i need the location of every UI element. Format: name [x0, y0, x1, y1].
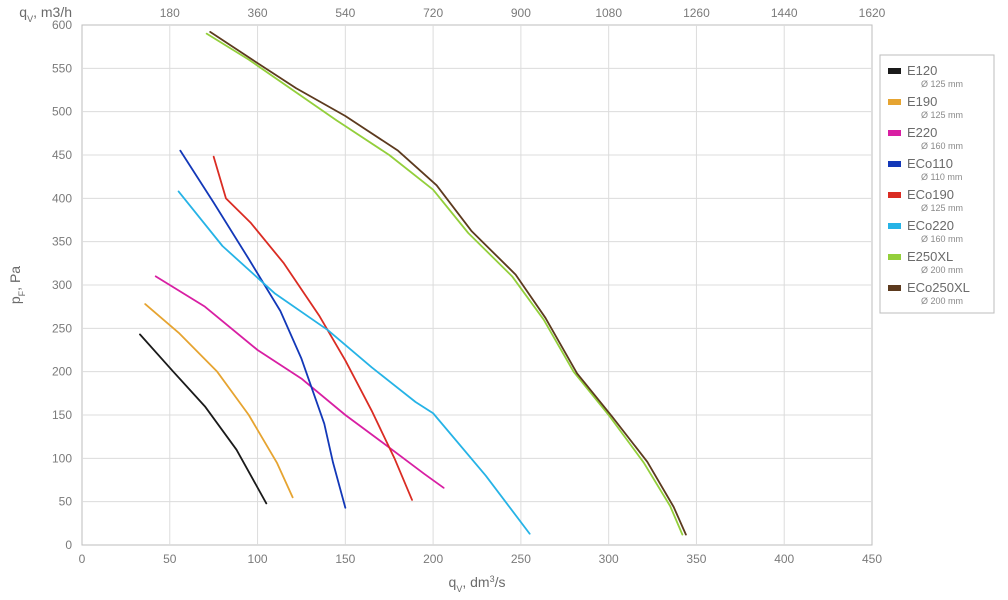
legend-label: E190: [907, 94, 937, 109]
legend-sublabel: Ø 160 mm: [921, 141, 963, 151]
x-top-tick-label: 1080: [595, 6, 622, 20]
legend-sublabel: Ø 110 mm: [921, 172, 962, 182]
legend-sublabel: Ø 125 mm: [921, 110, 963, 120]
legend-swatch: [888, 68, 901, 74]
legend-sublabel: Ø 125 mm: [921, 79, 963, 89]
x-top-tick-label: 1260: [683, 6, 710, 20]
y-tick-label: 100: [52, 451, 72, 465]
legend-swatch: [888, 285, 901, 291]
x-top-tick-label: 180: [160, 6, 180, 20]
legend-sublabel: Ø 200 mm: [921, 265, 963, 275]
legend-sublabel: Ø 200 mm: [921, 296, 963, 306]
legend-swatch: [888, 254, 901, 260]
legend-swatch: [888, 130, 901, 136]
series-line-e250xl: [207, 34, 683, 535]
legend-label: ECo110: [907, 156, 953, 171]
x-top-tick-label: 1440: [771, 6, 798, 20]
x-top-tick-label: 540: [335, 6, 355, 20]
x-top-tick-label: 900: [511, 6, 531, 20]
chart-svg: 0 50 100 150 200 250 300 350 400 450 180 360 540 720 9…: [0, 0, 1008, 600]
y-tick-label: 200: [52, 365, 72, 379]
y-tick-label: 400: [52, 191, 72, 205]
x-bottom-tick-label: 350: [686, 552, 706, 566]
legend-swatch: [888, 161, 901, 167]
legend-swatch: [888, 99, 901, 105]
y-tick-label: 0: [65, 538, 72, 552]
legend-label: ECo220: [907, 218, 954, 233]
x-bottom-tick-label: 100: [248, 552, 268, 566]
y-tick-label: 600: [52, 18, 72, 32]
legend-label: ECo250XL: [907, 280, 970, 295]
x-bottom-tick-label: 300: [599, 552, 619, 566]
y-tick-label: 350: [52, 235, 72, 249]
series-line-eco110: [180, 151, 345, 508]
y-axis-label: pF, Pa: [7, 266, 27, 304]
x-bottom-tick-label: 50: [163, 552, 177, 566]
x-bottom-tick-label: 450: [862, 552, 882, 566]
x-top-tick-label: 1620: [859, 6, 886, 20]
series-line-e190: [145, 304, 292, 497]
series-line-e120: [140, 334, 266, 503]
series-line-e220: [156, 276, 444, 487]
x-bottom-tick-label: 150: [335, 552, 355, 566]
legend-swatch: [888, 223, 901, 229]
legend-swatch: [888, 192, 901, 198]
x-bottom-tick-label: 250: [511, 552, 531, 566]
legend-sublabel: Ø 160 mm: [921, 234, 963, 244]
fan-performance-chart: 0 50 100 150 200 250 300 350 400 450 180 360 540 720 9…: [0, 0, 1008, 600]
x-top-tick-label: 360: [248, 6, 268, 20]
y-tick-label: 450: [52, 148, 72, 162]
x-bottom-tick-label: 400: [774, 552, 794, 566]
y-tick-label: 300: [52, 278, 72, 292]
legend-label: ECo190: [907, 187, 954, 202]
y-tick-label: 550: [52, 61, 72, 75]
legend-label: E120: [907, 63, 937, 78]
x-top-tick-label: 720: [423, 6, 443, 20]
y-tick-label: 500: [52, 105, 72, 119]
y-tick-label: 250: [52, 321, 72, 335]
x-bottom-tick-label: 200: [423, 552, 443, 566]
legend-label: E220: [907, 125, 937, 140]
x-bottom-tick-label: 0: [79, 552, 86, 566]
x-bottom-axis-label: qV, dm3/s: [449, 574, 506, 594]
legend-sublabel: Ø 125 mm: [921, 203, 963, 213]
y-tick-label: 150: [52, 408, 72, 422]
legend-label: E250XL: [907, 249, 953, 264]
y-tick-label: 50: [59, 495, 73, 509]
series-line-eco250xl: [210, 32, 686, 535]
